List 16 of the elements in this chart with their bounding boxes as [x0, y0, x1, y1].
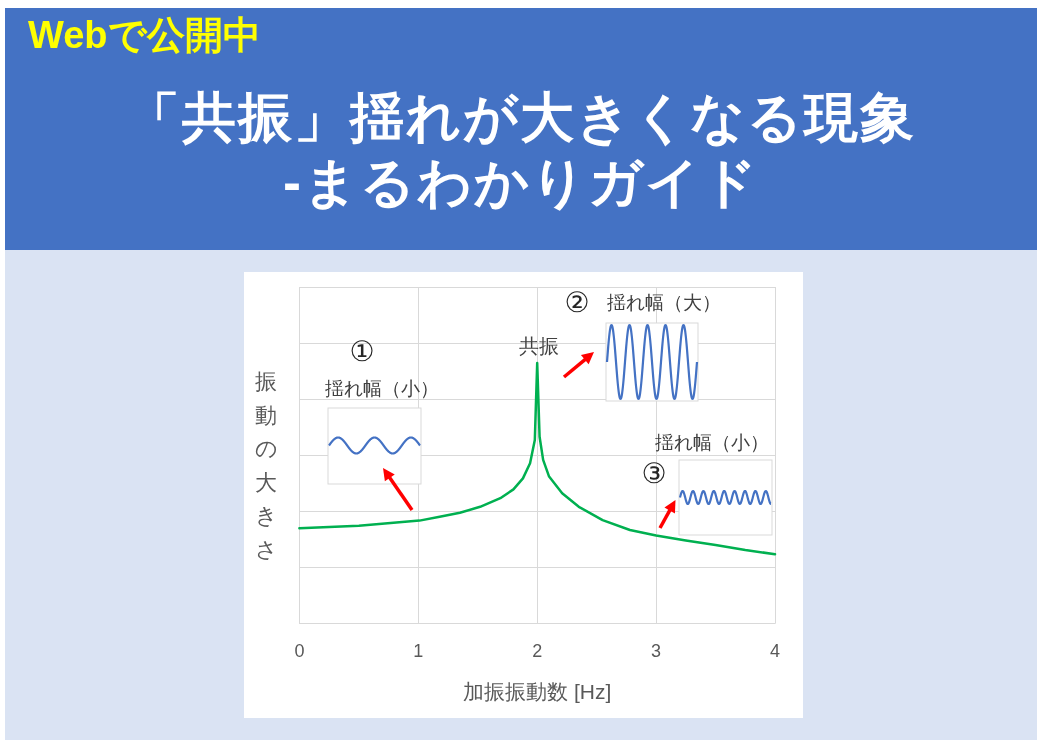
x-tick-label: 4	[769, 640, 781, 661]
text: 揺れ幅（大）	[607, 292, 721, 314]
annotation: 揺れ幅（小）	[655, 432, 769, 454]
x-axis-title: 加振振動数 [Hz]	[463, 679, 612, 703]
text: ②	[564, 286, 590, 320]
annotation: ③	[641, 457, 667, 491]
annotation: 共振	[519, 335, 560, 358]
annotation: ①	[349, 335, 375, 369]
x-tick-label: 2	[532, 640, 543, 661]
chart-subtitle: Webで公開中	[28, 13, 261, 58]
x-tick-label: 3	[651, 640, 662, 661]
y-axis-title: 振動の大きさ	[253, 368, 279, 564]
chart-title: 「共振」揺れが大きくなる現象 -まるわかりガイド	[125, 86, 917, 214]
x-tick-label: 0	[294, 640, 305, 661]
annotation: 揺れ幅（小）	[325, 378, 439, 400]
x-tick-label: 1	[413, 640, 424, 661]
